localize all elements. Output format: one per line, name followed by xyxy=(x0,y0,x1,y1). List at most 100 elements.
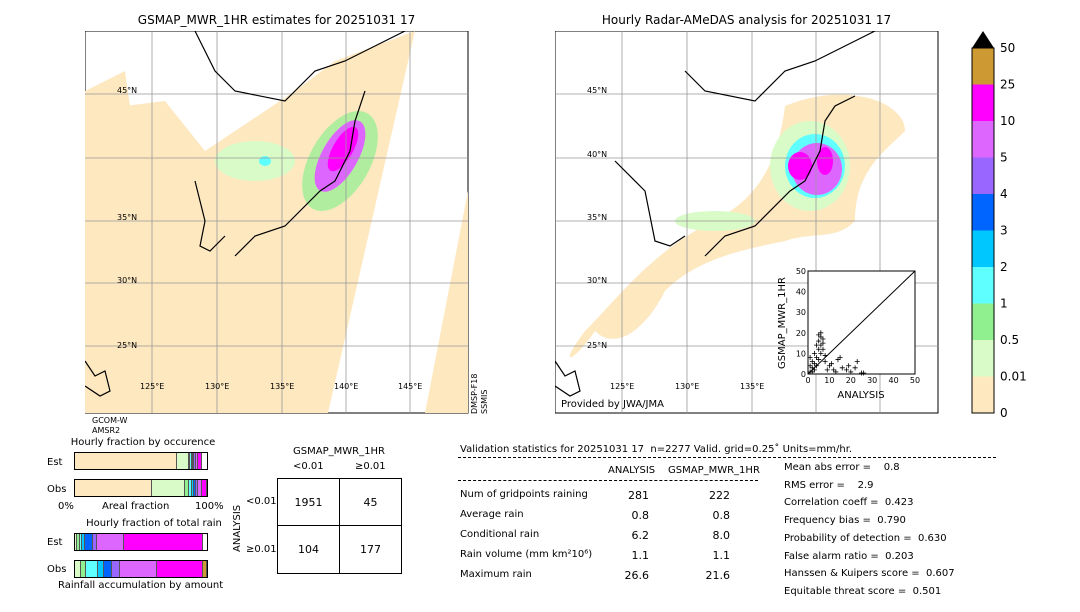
bar-segment xyxy=(196,480,199,496)
colorbar-tick-label: 4 xyxy=(1000,187,1008,201)
coastline xyxy=(85,31,406,397)
svg-text:35°N: 35°N xyxy=(117,213,137,222)
left-lat-labels: 45°N 35°N 30°N 25°N xyxy=(117,86,137,350)
bar-segment xyxy=(76,534,80,550)
stat-label: Maximum rain xyxy=(460,569,532,580)
cell-false-alarm: 45 xyxy=(339,478,402,526)
stat-gsmap: 1.1 xyxy=(712,549,731,562)
bar-segment xyxy=(185,480,189,496)
stat-label: Num of gridpoints raining xyxy=(460,489,588,500)
scatter-point xyxy=(829,361,835,367)
scatter-point xyxy=(852,365,858,371)
bar-segment xyxy=(75,534,77,550)
stat-gsmap: 0.8 xyxy=(712,509,731,522)
colorbar-tick-label: 1 xyxy=(1000,297,1008,311)
bar-segment xyxy=(157,561,204,577)
colorbar-swatch xyxy=(972,157,994,194)
bar-segment xyxy=(194,480,197,496)
coastline xyxy=(555,31,876,397)
colorbar-swatch xyxy=(972,376,994,413)
bar-segment xyxy=(75,480,153,496)
svg-text:45°N: 45°N xyxy=(117,86,137,95)
y-tick-label: 30 xyxy=(796,308,806,317)
scatter-point xyxy=(809,369,815,375)
scatter-point xyxy=(837,355,843,361)
score-line: Frequency bias = 0.790 xyxy=(784,515,906,527)
x-tick-label: 10 xyxy=(824,376,834,385)
scatter-point xyxy=(820,336,826,342)
svg-text:140°E: 140°E xyxy=(334,382,358,391)
scatter-point xyxy=(816,338,822,344)
scatter-point xyxy=(811,350,817,356)
y-tick-label: 50 xyxy=(796,267,806,276)
scatter-point xyxy=(833,369,839,375)
col-analysis: ANALYSIS xyxy=(608,465,656,476)
y-tick-label: 10 xyxy=(796,349,806,358)
scatter-point xyxy=(814,342,820,348)
scatter-ylabel: GSMAP_MWR_1HR xyxy=(777,277,788,369)
x-left: 0% xyxy=(58,501,74,512)
scatter-point xyxy=(824,367,830,373)
scatter-points xyxy=(807,330,867,376)
colorbar-swatch xyxy=(972,303,994,340)
bar-segment xyxy=(202,480,207,496)
svg-text:125°E: 125°E xyxy=(140,382,164,391)
colorbar-tick-label: 0 xyxy=(1000,406,1008,418)
y-tick-label: 40 xyxy=(796,288,806,297)
bar-segment xyxy=(75,561,81,577)
x-right: 100% xyxy=(195,501,224,512)
scatter-point xyxy=(861,370,867,376)
svg-text:135°E: 135°E xyxy=(270,382,294,391)
bar-segment xyxy=(188,480,192,496)
stat-gsmap: 8.0 xyxy=(712,529,731,542)
stat-gsmap: 21.6 xyxy=(705,569,731,582)
scatter-point xyxy=(818,350,824,356)
bar-segment xyxy=(103,561,113,577)
x-tick-label: 50 xyxy=(910,376,920,385)
svg-text:125°E: 125°E xyxy=(610,382,634,391)
colorbar-swatch xyxy=(972,48,994,85)
bar-segment xyxy=(120,561,158,577)
sensor-left: GCOM-W AMSR2 xyxy=(92,416,128,435)
right-map-title: Hourly Radar-AMeDAS analysis for 2025103… xyxy=(601,13,892,27)
stat-analysis: 6.2 xyxy=(631,529,650,542)
svg-text:45°N: 45°N xyxy=(587,86,607,95)
bar-segment xyxy=(193,453,195,469)
bar-segment xyxy=(197,453,202,469)
left-lon-labels: 125°E 130°E 135°E 140°E 145°E xyxy=(140,382,422,391)
colorbar-tick-label: 0.01 xyxy=(1000,370,1027,384)
svg-text:30°N: 30°N xyxy=(117,276,137,285)
bar-segment xyxy=(194,453,196,469)
stat-gsmap: 222 xyxy=(709,489,730,502)
sensor-right: DMSP-F18 SSMIS xyxy=(470,373,489,414)
score-line: Equitable threat score = 0.501 xyxy=(784,585,942,597)
svg-text:30°N: 30°N xyxy=(587,276,607,285)
total-rain-est-bar xyxy=(74,533,208,551)
colorbar-tick-label: 5 xyxy=(1000,151,1008,165)
scatter-point xyxy=(807,363,813,369)
scatter-xlabel: ANALYSIS xyxy=(837,390,884,401)
stat-analysis: 26.6 xyxy=(624,569,650,582)
contingency-title: GSMAP_MWR_1HR xyxy=(293,446,385,457)
x-tick-label: 30 xyxy=(867,376,877,385)
svg-text:25°N: 25°N xyxy=(117,341,137,350)
occurrence-title: Hourly fraction by occurence xyxy=(70,437,216,448)
total-rain-obs-bar xyxy=(74,560,208,578)
score-line: False alarm ratio = 0.203 xyxy=(784,550,914,562)
accumulation-label: Rainfall accumulation by amount xyxy=(58,580,224,591)
stat-label: Rain volume (mm km²10⁶) xyxy=(460,549,593,560)
scatter-plot: 0 10 20 30 40 50 0 10 20 30 40 50 ANALYSIS GSMAP_MW… xyxy=(777,267,920,401)
col-label-0: <0.01 xyxy=(293,461,324,472)
row-label-1: ≥0.01 xyxy=(246,544,277,555)
score-line: Correlation coeff = 0.423 xyxy=(784,497,914,509)
colorbar-extend-triangle xyxy=(972,31,994,48)
right-lat-labels: 45°N 40°N 35°N 30°N 25°N xyxy=(587,86,607,350)
cell-hit: 177 xyxy=(339,525,402,574)
bar-segment xyxy=(82,534,85,550)
bar-segment xyxy=(203,561,207,577)
bar-segment xyxy=(86,561,98,577)
obs-label: Obs xyxy=(47,484,67,495)
colorbar-tick-label: 10 xyxy=(1000,114,1015,128)
svg-text:145°E: 145°E xyxy=(398,382,422,391)
svg-text:130°E: 130°E xyxy=(675,382,699,391)
